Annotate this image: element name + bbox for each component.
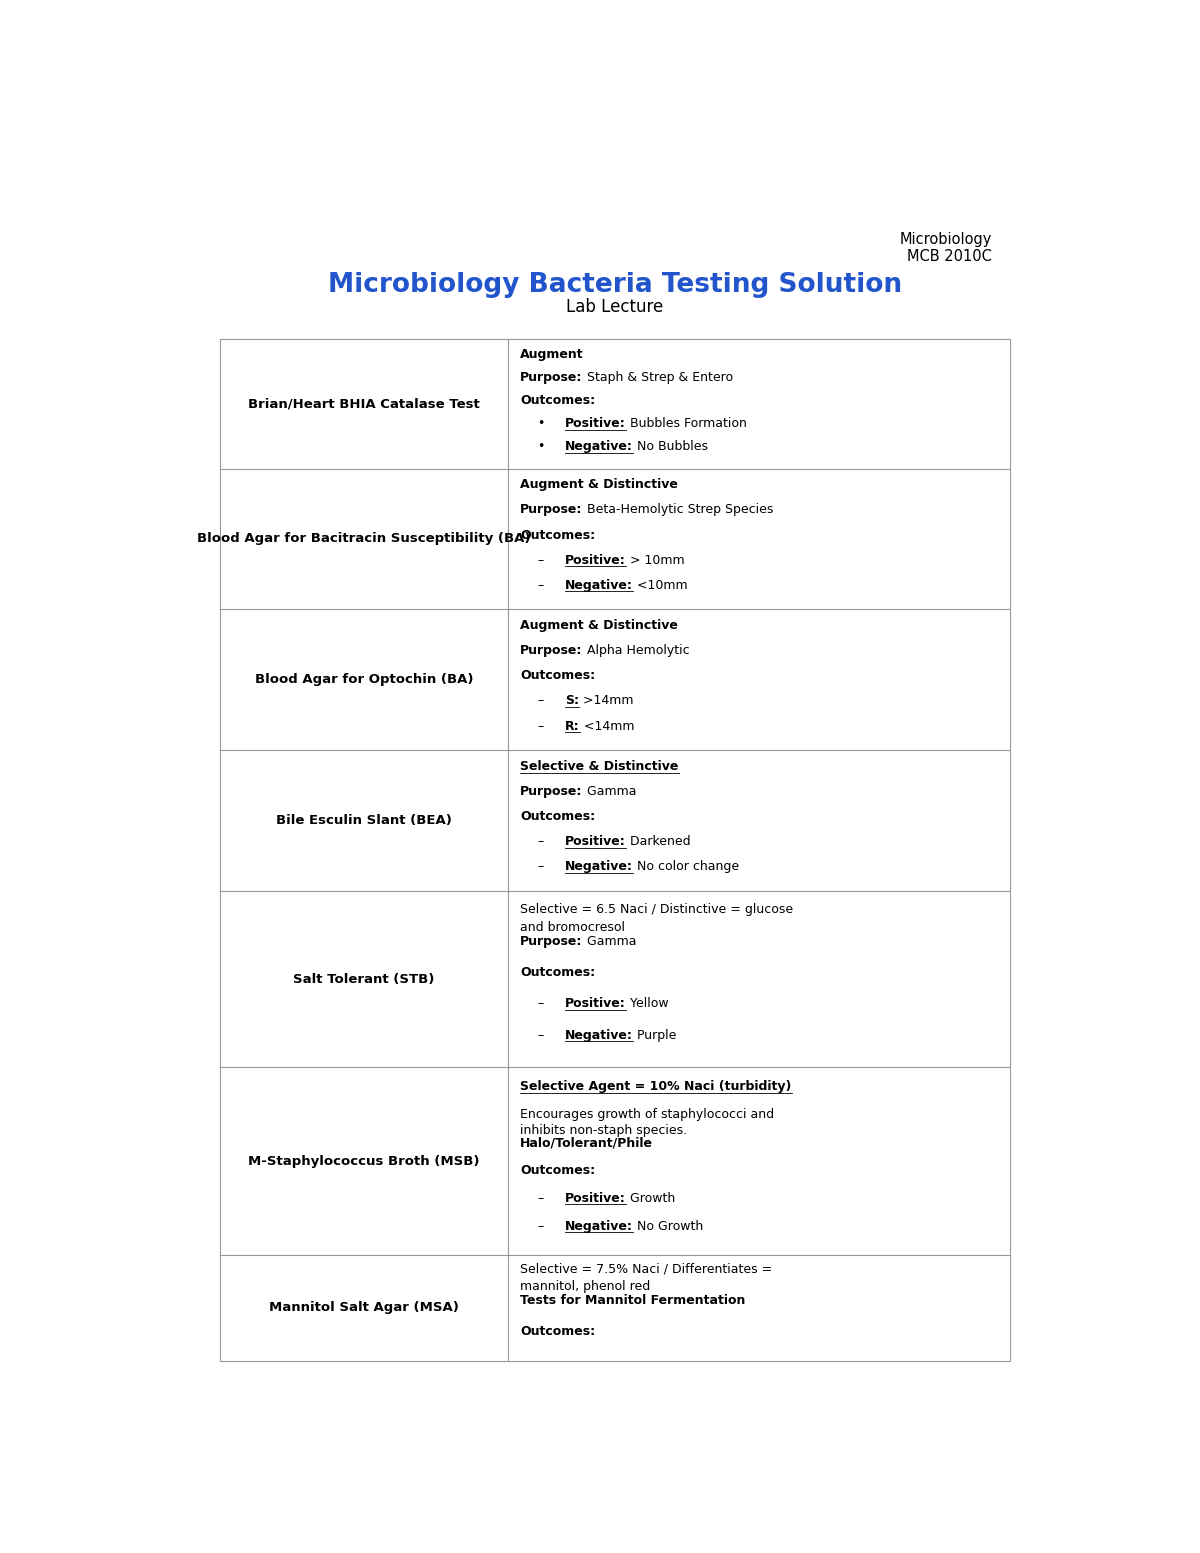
Text: –: –	[538, 579, 544, 592]
Text: Outcomes:: Outcomes:	[521, 394, 595, 407]
Text: MCB 2010C: MCB 2010C	[907, 248, 991, 264]
Text: <14mm: <14mm	[580, 719, 634, 733]
Text: –: –	[538, 694, 544, 708]
Text: •: •	[538, 441, 545, 453]
Text: Augment & Distinctive: Augment & Distinctive	[521, 478, 678, 491]
Text: Yellow: Yellow	[625, 997, 668, 1011]
Text: Brian/Heart BHIA Catalase Test: Brian/Heart BHIA Catalase Test	[248, 398, 480, 410]
Text: Augment & Distinctive: Augment & Distinctive	[521, 620, 678, 632]
Text: Halo/Tolerant/Phile: Halo/Tolerant/Phile	[521, 1137, 653, 1149]
Text: Mannitol Salt Agar (MSA): Mannitol Salt Agar (MSA)	[269, 1301, 458, 1314]
Text: Purpose:: Purpose:	[521, 503, 583, 517]
Text: mannitol, phenol red: mannitol, phenol red	[521, 1280, 650, 1292]
Text: Bile Esculin Slant (BEA): Bile Esculin Slant (BEA)	[276, 814, 452, 828]
Text: Positive:: Positive:	[565, 1191, 625, 1205]
Text: Encourages growth of staphylococci and: Encourages growth of staphylococci and	[521, 1109, 774, 1121]
Text: Negative:: Negative:	[565, 1028, 632, 1042]
Text: •: •	[538, 418, 545, 430]
Text: No Growth: No Growth	[632, 1219, 703, 1233]
Text: –: –	[538, 997, 544, 1011]
Text: Salt Tolerant (STB): Salt Tolerant (STB)	[293, 972, 434, 986]
Text: M-Staphylococcus Broth (MSB): M-Staphylococcus Broth (MSB)	[248, 1154, 480, 1168]
Text: Purpose:: Purpose:	[521, 935, 583, 947]
Text: –: –	[538, 553, 544, 567]
Text: Selective = 7.5% Naci / Differentiates =: Selective = 7.5% Naci / Differentiates =	[521, 1263, 773, 1275]
Text: Lab Lecture: Lab Lecture	[566, 298, 664, 315]
Text: > 10mm: > 10mm	[625, 553, 684, 567]
Text: Negative:: Negative:	[565, 860, 632, 873]
Text: Staph & Strep & Entero: Staph & Strep & Entero	[583, 371, 733, 385]
Bar	[220, 340, 1010, 1360]
Text: Blood Agar for Bacitracin Susceptibility (BA): Blood Agar for Bacitracin Susceptibility…	[197, 533, 530, 545]
Text: –: –	[538, 836, 544, 848]
Text: Selective = 6.5 Naci / Distinctive = glucose: Selective = 6.5 Naci / Distinctive = glu…	[521, 904, 793, 916]
Text: Blood Agar for Optochin (BA): Blood Agar for Optochin (BA)	[254, 674, 473, 686]
Text: Gamma: Gamma	[583, 935, 636, 947]
Text: Microbiology Bacteria Testing Solution: Microbiology Bacteria Testing Solution	[328, 272, 902, 298]
Text: and bromocresol: and bromocresol	[521, 921, 625, 933]
Text: Positive:: Positive:	[565, 553, 625, 567]
Text: Positive:: Positive:	[565, 418, 625, 430]
Text: Darkened: Darkened	[625, 836, 690, 848]
Text: Selective Agent = 10% Naci (turbidity): Selective Agent = 10% Naci (turbidity)	[521, 1081, 792, 1093]
Text: Purple: Purple	[632, 1028, 677, 1042]
Text: Outcomes:: Outcomes:	[521, 669, 595, 682]
Text: Negative:: Negative:	[565, 441, 632, 453]
Text: Purpose:: Purpose:	[521, 644, 583, 657]
Text: Purpose:: Purpose:	[521, 786, 583, 798]
Text: –: –	[538, 1219, 544, 1233]
Text: Outcomes:: Outcomes:	[521, 811, 595, 823]
Text: No Bubbles: No Bubbles	[632, 441, 708, 453]
Text: S:: S:	[565, 694, 580, 708]
Text: Positive:: Positive:	[565, 997, 625, 1011]
Text: <10mm: <10mm	[632, 579, 688, 592]
Text: –: –	[538, 1191, 544, 1205]
Text: Positive:: Positive:	[565, 836, 625, 848]
Text: Purpose:: Purpose:	[521, 371, 583, 385]
Text: Selective & Distinctive: Selective & Distinctive	[521, 759, 679, 773]
Text: Outcomes:: Outcomes:	[521, 1325, 595, 1339]
Text: Beta-Hemolytic Strep Species: Beta-Hemolytic Strep Species	[583, 503, 773, 517]
Text: Alpha Hemolytic: Alpha Hemolytic	[583, 644, 689, 657]
Text: Outcomes:: Outcomes:	[521, 528, 595, 542]
Text: Growth: Growth	[625, 1191, 676, 1205]
Text: –: –	[538, 860, 544, 873]
Text: –: –	[538, 719, 544, 733]
Text: Outcomes:: Outcomes:	[521, 1163, 595, 1177]
Text: R:: R:	[565, 719, 580, 733]
Text: Bubbles Formation: Bubbles Formation	[625, 418, 746, 430]
Text: Negative:: Negative:	[565, 579, 632, 592]
Text: Tests for Mannitol Fermentation: Tests for Mannitol Fermentation	[521, 1294, 745, 1306]
Text: Microbiology: Microbiology	[899, 231, 991, 247]
Text: Gamma: Gamma	[583, 786, 636, 798]
Text: Outcomes:: Outcomes:	[521, 966, 595, 978]
Text: >14mm: >14mm	[580, 694, 634, 708]
Text: Negative:: Negative:	[565, 1219, 632, 1233]
Text: –: –	[538, 1028, 544, 1042]
Text: Augment: Augment	[521, 348, 584, 362]
Text: No color change: No color change	[632, 860, 739, 873]
Text: inhibits non-staph species.: inhibits non-staph species.	[521, 1123, 688, 1137]
